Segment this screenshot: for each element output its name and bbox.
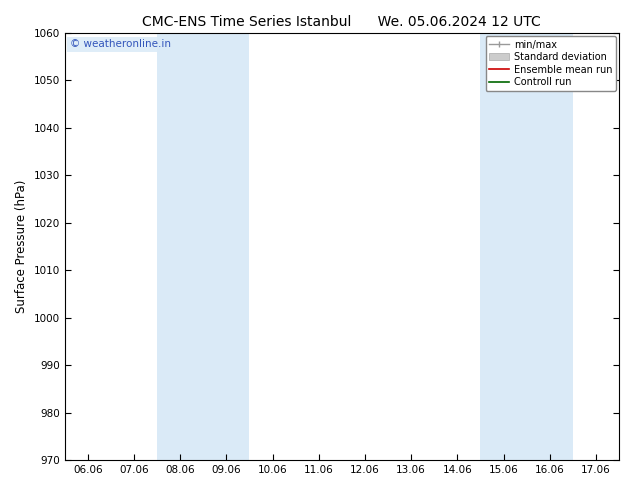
Text: © weatheronline.in: © weatheronline.in — [70, 39, 171, 49]
Title: CMC-ENS Time Series Istanbul      We. 05.06.2024 12 UTC: CMC-ENS Time Series Istanbul We. 05.06.2… — [143, 15, 541, 29]
Legend: min/max, Standard deviation, Ensemble mean run, Controll run: min/max, Standard deviation, Ensemble me… — [486, 36, 616, 91]
Bar — [481, 33, 573, 460]
Bar — [157, 33, 249, 460]
Y-axis label: Surface Pressure (hPa): Surface Pressure (hPa) — [15, 180, 28, 313]
